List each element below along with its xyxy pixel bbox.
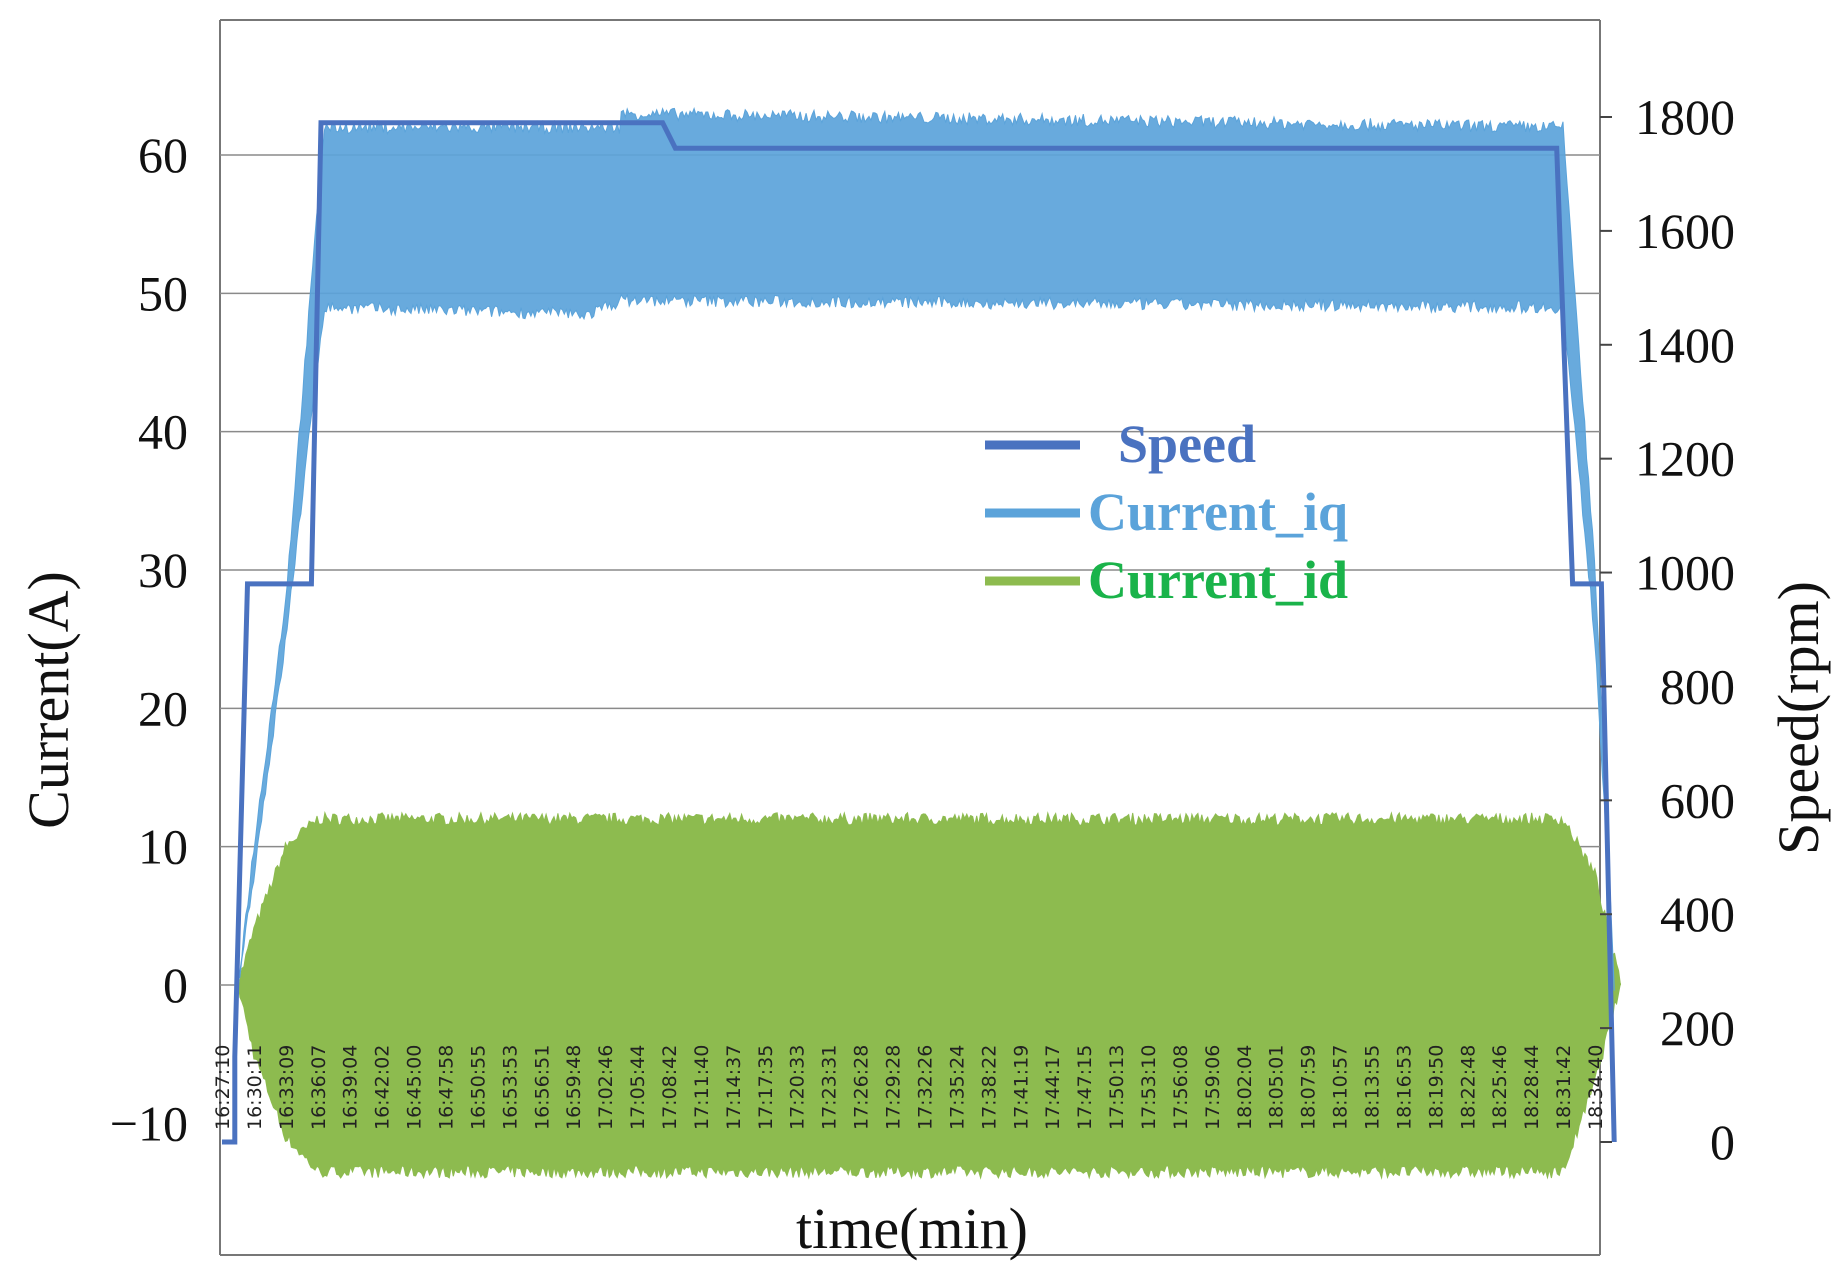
- y-left-ticks: 60 50 40 30 20 10 0 −10: [110, 127, 188, 1151]
- x-tick-label: 17:56:08: [1170, 1045, 1192, 1130]
- x-tick-label: 18:07:59: [1298, 1045, 1320, 1130]
- x-tick-label: 18:25:46: [1489, 1045, 1511, 1130]
- x-tick-label: 17:26:28: [851, 1045, 873, 1130]
- speed-line: [222, 120, 1617, 1145]
- x-tick-label: 17:50:13: [1106, 1045, 1128, 1130]
- y-left-tick-label: −10: [110, 1095, 188, 1151]
- y-right-ticks: 1800 1600 1400 1200 1000 800 600 400 200 0: [1600, 89, 1735, 1170]
- y-right-tick-label: 1400: [1635, 317, 1735, 373]
- y-right-tick-label: 400: [1660, 886, 1735, 942]
- x-tick-label: 17:41:19: [1010, 1045, 1032, 1130]
- legend-current-iq-label: Current_iq: [1088, 482, 1348, 542]
- y-left-tick-label: 40: [138, 404, 188, 460]
- legend-speed-label: Speed: [1118, 414, 1256, 474]
- y-right-tick-label: 1800: [1635, 89, 1735, 145]
- legend: Speed Current_iq Current_id: [985, 414, 1348, 610]
- x-tick-label: 17:35:24: [946, 1045, 968, 1130]
- y-right-tick-label: 1200: [1635, 431, 1735, 487]
- legend-current-id-label: Current_id: [1088, 550, 1348, 610]
- x-tick-label: 17:47:15: [1074, 1045, 1096, 1130]
- y-left-tick-label: 60: [138, 127, 188, 183]
- series-speed: [222, 120, 1617, 1145]
- y-left-tick-label: 10: [138, 819, 188, 875]
- x-axis-title: time(min): [796, 1196, 1028, 1261]
- x-tick-label: 18:28:44: [1521, 1045, 1543, 1130]
- x-tick-label: 17:17:35: [755, 1045, 777, 1130]
- x-tick-label: 17:20:33: [787, 1045, 809, 1130]
- x-tick-label: 18:10:57: [1330, 1045, 1352, 1130]
- x-tick-label: 16:50:55: [467, 1045, 489, 1130]
- y-right-tick-label: 200: [1660, 1000, 1735, 1056]
- x-tick-label: 16:47:58: [436, 1045, 458, 1130]
- x-tick-label: 18:22:48: [1457, 1045, 1479, 1130]
- x-tick-label: 17:53:10: [1138, 1045, 1160, 1130]
- current-id-band: [237, 811, 1621, 1180]
- x-tick-label: 18:02:04: [1234, 1045, 1256, 1130]
- x-tick-label: 16:33:09: [276, 1045, 298, 1130]
- x-tick-label: 16:56:51: [531, 1045, 553, 1130]
- y-left-tick-label: 50: [138, 265, 188, 321]
- y-right-tick-label: 600: [1660, 772, 1735, 828]
- x-tick-label: 16:39:04: [340, 1045, 362, 1130]
- x-tick-label: 16:59:48: [563, 1045, 585, 1130]
- x-tick-label: 17:05:44: [627, 1045, 649, 1130]
- x-tick-label: 17:23:31: [819, 1045, 841, 1130]
- x-tick-label: 17:38:22: [978, 1045, 1000, 1130]
- x-tick-label: 18:16:53: [1393, 1045, 1415, 1130]
- x-tick-label: 16:30:11: [244, 1045, 266, 1130]
- x-tick-label: 17:44:17: [1042, 1045, 1064, 1130]
- x-tick-label: 17:32:26: [915, 1045, 937, 1130]
- x-ticks: 16:27:10 16:30:11 16:33:09 16:36:07 16:39:04…: [212, 1045, 1607, 1130]
- x-tick-label: 16:53:53: [499, 1045, 521, 1130]
- x-tick-label: 17:59:06: [1202, 1045, 1224, 1130]
- y-left-tick-label: 20: [138, 680, 188, 736]
- x-tick-label: 18:34:40: [1585, 1045, 1607, 1130]
- x-tick-label: 17:14:37: [723, 1045, 745, 1130]
- x-tick-label: 17:11:40: [691, 1045, 713, 1130]
- y-right-tick-label: 0: [1710, 1114, 1735, 1170]
- x-tick-label: 17:29:28: [883, 1045, 905, 1130]
- y-right-axis-title: Speed(rpm): [1766, 581, 1831, 855]
- series-current-iq: [237, 106, 1615, 991]
- y-right-tick-label: 1000: [1635, 545, 1735, 601]
- series-current-id: [237, 811, 1621, 1180]
- x-tick-label: 17:02:46: [595, 1045, 617, 1130]
- x-tick-label: 16:27:10: [212, 1045, 234, 1130]
- y-left-tick-label: 0: [163, 957, 188, 1013]
- y-right-tick-label: 800: [1660, 658, 1735, 714]
- x-tick-label: 16:36:07: [308, 1045, 330, 1130]
- x-tick-label: 18:05:01: [1266, 1045, 1288, 1130]
- x-tick-label: 16:42:02: [372, 1045, 394, 1130]
- x-tick-label: 17:08:42: [659, 1045, 681, 1130]
- x-tick-label: 18:13:55: [1362, 1045, 1384, 1130]
- y-left-axis-title: Current(A): [16, 571, 81, 829]
- y-left-tick-label: 30: [138, 542, 188, 598]
- y-right-tick-label: 1600: [1635, 203, 1735, 259]
- x-tick-label: 18:19:50: [1425, 1045, 1447, 1130]
- x-tick-label: 16:45:00: [404, 1045, 426, 1130]
- current-iq-band: [237, 106, 1615, 991]
- x-tick-label: 18:31:42: [1553, 1045, 1575, 1130]
